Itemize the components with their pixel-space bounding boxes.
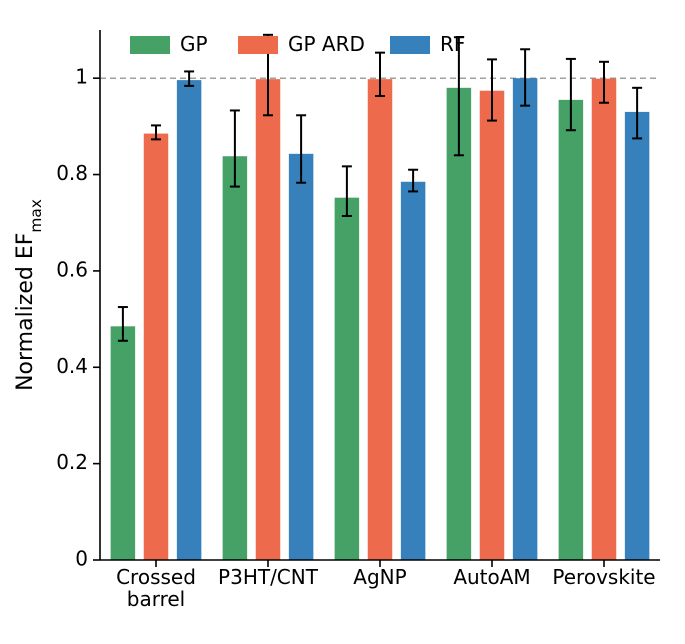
bar-gp xyxy=(447,88,471,560)
bar-gp xyxy=(559,100,583,560)
x-tick-label: P3HT/CNT xyxy=(218,565,319,589)
chart-container: 0 0.2 0.4 0.6 0.8 1 Crossedbarrel P3HT/CNT AgNP A… xyxy=(0,0,685,644)
legend-swatch xyxy=(238,36,278,54)
x-tick-label: AutoAM xyxy=(453,565,530,589)
x-tick-label: AgNP xyxy=(353,565,406,589)
bar-gp-ard xyxy=(368,79,392,560)
bar-gp xyxy=(335,198,359,560)
bar-rf xyxy=(289,154,313,560)
legend-swatch xyxy=(130,36,170,54)
bar-gp xyxy=(111,326,135,560)
bar-rf xyxy=(513,78,537,560)
x-tick-label: Crossed xyxy=(116,565,196,589)
legend-swatch xyxy=(390,36,430,54)
y-tick-label: 0.4 xyxy=(56,354,88,378)
bar-gp-ard xyxy=(592,79,616,560)
bar-gp xyxy=(223,156,247,560)
y-tick-label: 0.2 xyxy=(56,450,88,474)
x-tick-label: barrel xyxy=(127,587,185,611)
bar-rf xyxy=(625,112,649,560)
legend-label: GP xyxy=(180,32,208,56)
y-tick-label: 0 xyxy=(75,547,88,571)
legend-label: RF xyxy=(440,32,465,56)
bar-rf xyxy=(401,182,425,560)
legend-label: GP ARD xyxy=(288,32,365,56)
bar-gp-ard xyxy=(480,91,504,560)
y-tick-label: 1 xyxy=(75,65,88,89)
y-tick-label: 0.6 xyxy=(56,257,88,281)
bar-rf xyxy=(177,80,201,560)
chart-svg: 0 0.2 0.4 0.6 0.8 1 Crossedbarrel P3HT/CNT AgNP A… xyxy=(0,0,685,644)
x-tick-label: Perovskite xyxy=(552,565,655,589)
bar-gp-ard xyxy=(144,134,168,560)
y-tick-label: 0.8 xyxy=(56,161,88,185)
bar-gp-ard xyxy=(256,79,280,560)
